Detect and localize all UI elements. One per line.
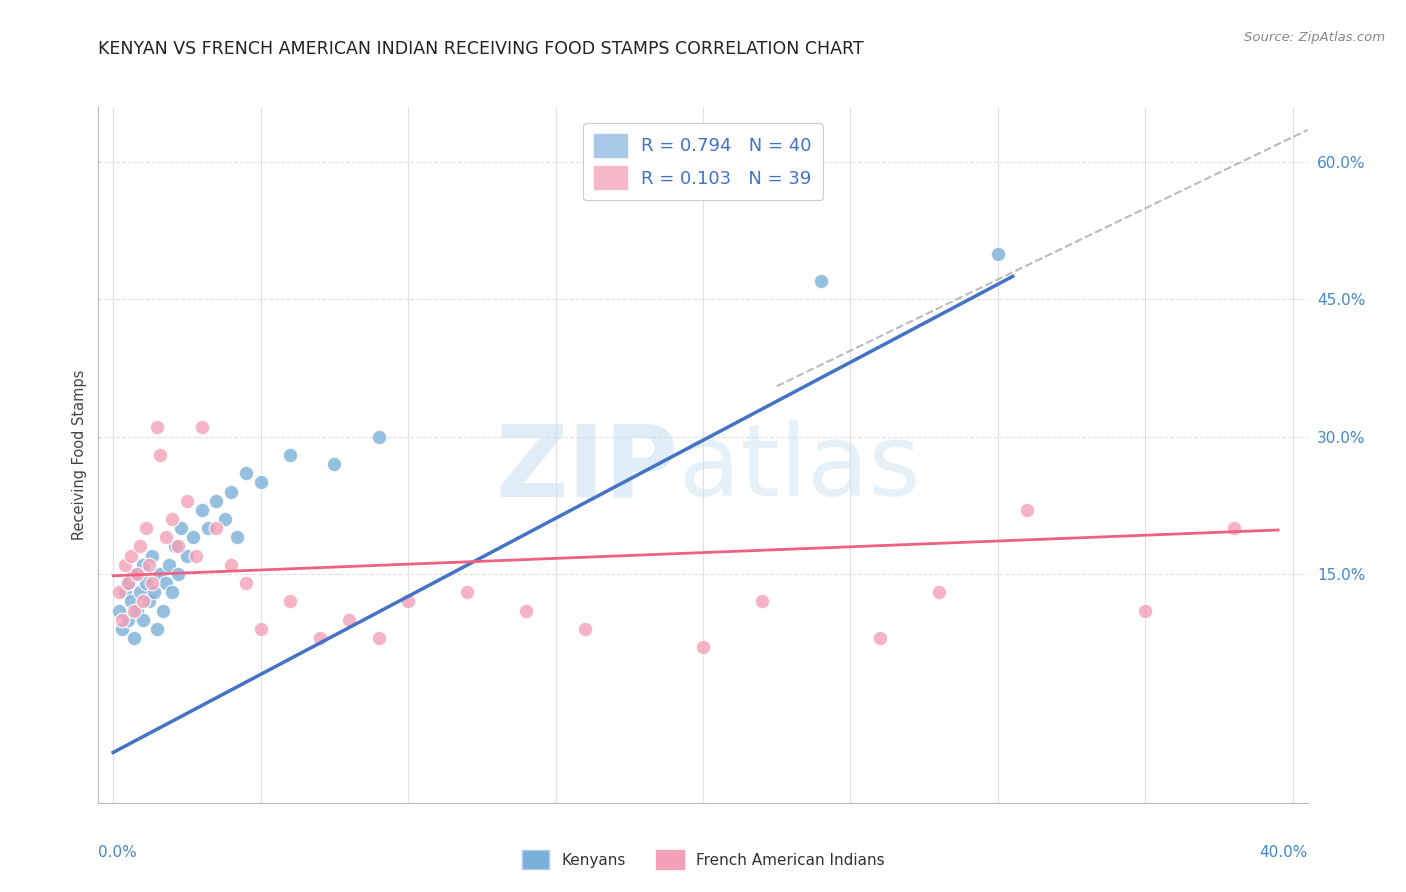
Point xyxy=(111,622,134,636)
Point xyxy=(122,566,145,581)
Point xyxy=(226,530,249,544)
Point xyxy=(205,493,228,508)
Point xyxy=(456,585,478,599)
Point xyxy=(1223,521,1246,535)
Text: KENYAN VS FRENCH AMERICAN INDIAN RECEIVING FOOD STAMPS CORRELATION CHART: KENYAN VS FRENCH AMERICAN INDIAN RECEIVI… xyxy=(98,40,865,58)
Point xyxy=(235,467,257,481)
Text: Source: ZipAtlas.com: Source: ZipAtlas.com xyxy=(1244,31,1385,45)
Point xyxy=(120,549,142,563)
Point xyxy=(190,503,212,517)
Point xyxy=(117,576,139,591)
Point xyxy=(160,585,183,599)
Point xyxy=(751,594,773,608)
Point xyxy=(278,594,301,608)
Point xyxy=(114,558,136,572)
Point xyxy=(219,558,242,572)
Point xyxy=(170,521,193,535)
Point xyxy=(574,622,596,636)
Point xyxy=(205,521,228,535)
Point xyxy=(249,475,271,490)
Point xyxy=(135,521,157,535)
Point xyxy=(149,448,172,462)
Point xyxy=(131,613,153,627)
Point xyxy=(692,640,714,655)
Text: atlas: atlas xyxy=(679,420,921,517)
Point xyxy=(146,622,169,636)
Point xyxy=(108,585,131,599)
Text: ZIP: ZIP xyxy=(496,420,679,517)
Point xyxy=(165,540,187,554)
Point xyxy=(167,566,190,581)
Point xyxy=(120,594,142,608)
Point xyxy=(152,603,174,617)
Point xyxy=(157,558,180,572)
Point xyxy=(928,585,950,599)
Point xyxy=(515,603,537,617)
Point xyxy=(278,448,301,462)
Point xyxy=(235,576,257,591)
Point xyxy=(117,576,139,591)
Point xyxy=(176,493,198,508)
Point xyxy=(308,631,330,645)
Point xyxy=(128,540,150,554)
Text: 40.0%: 40.0% xyxy=(1260,845,1308,860)
Point xyxy=(138,594,160,608)
Point xyxy=(143,585,166,599)
Point xyxy=(111,613,134,627)
Point xyxy=(869,631,891,645)
Point xyxy=(146,420,169,434)
Point xyxy=(190,420,212,434)
Point xyxy=(219,484,242,499)
Point xyxy=(184,549,207,563)
Y-axis label: Receiving Food Stamps: Receiving Food Stamps xyxy=(72,369,87,541)
Point xyxy=(167,540,190,554)
Point xyxy=(125,566,148,581)
Point xyxy=(1135,603,1157,617)
Point xyxy=(155,576,177,591)
Legend: Kenyans, French American Indians: Kenyans, French American Indians xyxy=(516,844,890,875)
Point xyxy=(125,603,148,617)
Point xyxy=(810,274,832,288)
Point xyxy=(122,631,145,645)
Point xyxy=(367,429,389,443)
Point xyxy=(1017,503,1039,517)
Point xyxy=(114,585,136,599)
Point xyxy=(141,576,163,591)
Point xyxy=(396,594,419,608)
Point xyxy=(149,566,172,581)
Point xyxy=(138,558,160,572)
Point xyxy=(128,585,150,599)
Point xyxy=(323,457,346,471)
Point xyxy=(141,549,163,563)
Point xyxy=(122,603,145,617)
Point xyxy=(337,613,360,627)
Point xyxy=(155,530,177,544)
Point xyxy=(135,576,157,591)
Point xyxy=(249,622,271,636)
Point xyxy=(131,594,153,608)
Text: 0.0%: 0.0% xyxy=(98,845,138,860)
Point xyxy=(214,512,236,526)
Point xyxy=(181,530,204,544)
Point xyxy=(108,603,131,617)
Point xyxy=(117,613,139,627)
Point xyxy=(176,549,198,563)
Point xyxy=(131,558,153,572)
Point xyxy=(987,246,1010,260)
Legend: R = 0.794   N = 40, R = 0.103   N = 39: R = 0.794 N = 40, R = 0.103 N = 39 xyxy=(583,123,823,200)
Point xyxy=(197,521,219,535)
Point xyxy=(367,631,389,645)
Point xyxy=(160,512,183,526)
